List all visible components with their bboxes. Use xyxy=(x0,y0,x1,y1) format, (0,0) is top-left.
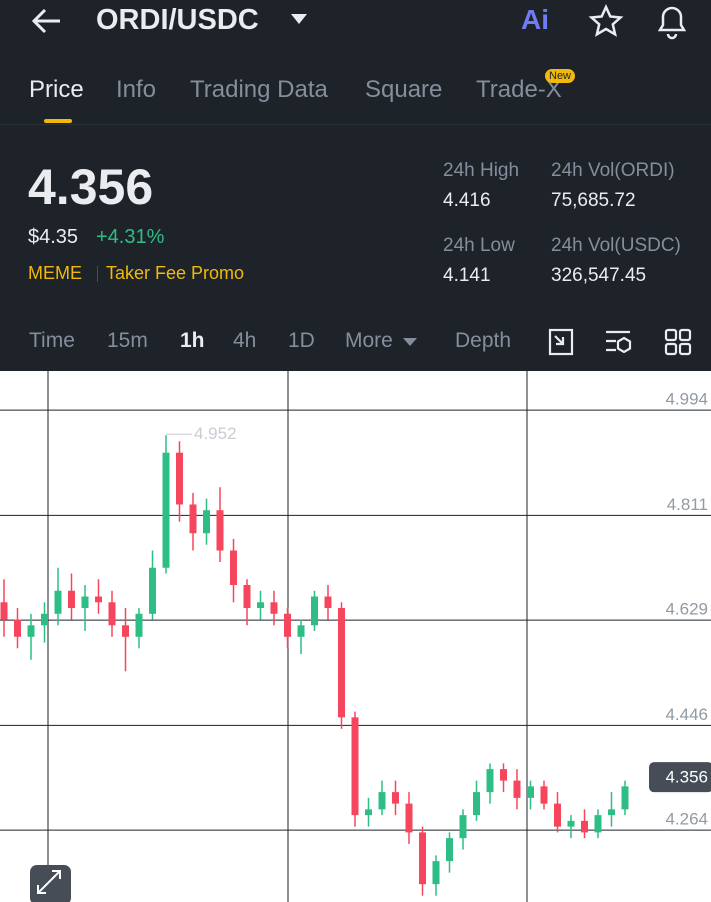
candle-body xyxy=(14,619,21,637)
candle-body xyxy=(54,590,62,614)
tab[interactable]: Price xyxy=(29,76,84,103)
max-price-label: 4.952 xyxy=(194,424,237,443)
candle-body xyxy=(0,602,8,620)
indicator-icon[interactable] xyxy=(604,328,634,356)
candle-body xyxy=(594,815,602,833)
back-button[interactable] xyxy=(30,6,64,36)
usd-price: $4.35 xyxy=(28,226,79,248)
stat-value: 4.141 xyxy=(443,265,491,286)
candle-body xyxy=(270,602,278,614)
tab[interactable]: Square xyxy=(365,76,443,103)
favorite-button[interactable] xyxy=(588,4,624,38)
tab[interactable]: Trading Data xyxy=(190,76,328,103)
interval-option[interactable]: More xyxy=(345,329,393,352)
candle-body xyxy=(257,602,264,609)
candle-body xyxy=(27,625,35,637)
candlestick-chart: 4.264 4.446 4.629 4.811 4.994 4.952 4.356 xyxy=(0,371,711,902)
tag-separator xyxy=(97,266,98,282)
candle-body xyxy=(405,803,413,833)
y-tick-label: 4.264 xyxy=(665,810,708,829)
active-tab-indicator xyxy=(44,119,72,123)
candle-body xyxy=(203,510,210,534)
candle-body xyxy=(243,585,251,609)
interval-option[interactable]: 1h xyxy=(180,329,205,352)
interval-option[interactable]: 1D xyxy=(288,329,315,352)
header-panel: ORDI/USDC Ai Price Info Trading Data Square… xyxy=(0,0,711,371)
candle-body xyxy=(324,596,332,609)
interval-option[interactable]: 15m xyxy=(107,329,148,352)
candle-body xyxy=(351,717,359,816)
stat-value: 4.416 xyxy=(443,190,491,211)
tag[interactable]: Taker Fee Promo xyxy=(106,263,245,283)
stat-label: 24h Vol(USDC) xyxy=(551,235,681,256)
candle-body xyxy=(95,596,102,603)
candle-body xyxy=(621,786,629,810)
candle-body xyxy=(459,815,467,839)
candle-body xyxy=(176,452,183,505)
candle-body xyxy=(284,613,291,637)
candle-body xyxy=(68,590,75,609)
candle-body xyxy=(432,861,440,885)
candle-body xyxy=(135,613,143,637)
candle-body xyxy=(513,780,521,798)
interval-option[interactable]: Depth xyxy=(455,329,512,352)
last-price: 4.356 xyxy=(28,159,154,215)
candle-body xyxy=(162,452,170,568)
candle-body xyxy=(473,792,480,816)
candle-body xyxy=(567,820,575,827)
last-price-label: 4.356 xyxy=(665,768,708,787)
candle-body xyxy=(189,504,197,534)
candle-body xyxy=(122,625,129,637)
dropdown-caret xyxy=(291,14,307,24)
candle-body xyxy=(297,625,305,637)
y-tick-label: 4.446 xyxy=(665,705,708,724)
candle-body xyxy=(540,786,548,804)
dropdown-caret xyxy=(403,338,417,346)
interval-option[interactable]: Time xyxy=(29,329,75,352)
candle-body xyxy=(365,809,372,816)
tool-icon[interactable] xyxy=(548,328,574,356)
stat-label: 24h Low xyxy=(443,235,515,256)
candle-body xyxy=(338,608,345,718)
candle-body xyxy=(378,792,386,810)
candle-body xyxy=(41,613,48,626)
ai-button[interactable]: Ai xyxy=(521,4,549,35)
divider xyxy=(0,124,711,125)
tag[interactable]: MEME xyxy=(28,263,82,283)
alert-button[interactable] xyxy=(654,2,690,40)
candle-body xyxy=(216,510,224,551)
last-price-tag xyxy=(649,762,711,793)
candle-body xyxy=(608,809,615,816)
candle-body xyxy=(230,550,237,586)
tab[interactable]: Info xyxy=(116,76,157,103)
candle-body xyxy=(311,596,318,626)
y-tick-label: 4.811 xyxy=(667,495,708,514)
stat-value: 75,685.72 xyxy=(551,190,636,211)
interval-option[interactable]: 4h xyxy=(233,329,257,352)
candle-body xyxy=(446,838,453,862)
stat-label: 24h High xyxy=(443,160,520,181)
expand-button[interactable] xyxy=(30,865,71,902)
layout-icon[interactable] xyxy=(664,328,692,356)
candle-body xyxy=(81,596,89,609)
new-badge: New xyxy=(545,69,576,83)
candle-body xyxy=(500,769,507,781)
price-change: +4.31% xyxy=(96,226,165,248)
pair-title[interactable]: ORDI/USDC xyxy=(96,4,259,36)
y-tick-label: 4.629 xyxy=(665,600,708,619)
candle-body xyxy=(527,786,534,798)
candle-body xyxy=(554,803,561,827)
stat-value: 326,547.45 xyxy=(551,265,647,286)
stat-label: 24h Vol(ORDI) xyxy=(551,160,675,181)
candle-body xyxy=(581,820,588,833)
candle-body xyxy=(149,567,156,614)
y-tick-label: 4.994 xyxy=(665,390,708,409)
candle-body xyxy=(419,832,426,885)
candle-body xyxy=(108,602,116,626)
candle-body xyxy=(392,792,399,804)
candle-body xyxy=(486,769,494,793)
